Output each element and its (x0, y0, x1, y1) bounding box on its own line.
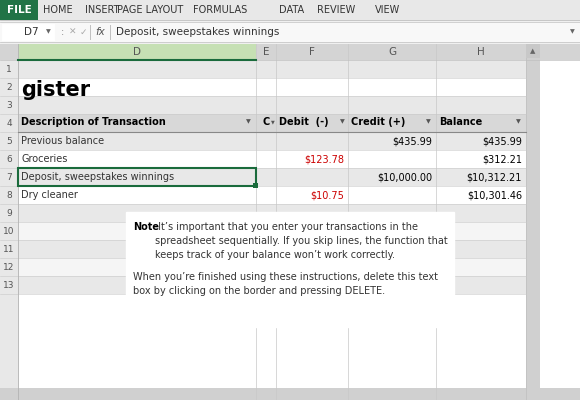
Text: ▼: ▼ (340, 120, 345, 124)
Bar (18, 114, 526, 132)
Text: Previous balance: Previous balance (21, 136, 104, 146)
Bar (18, 276, 526, 294)
Text: PAGE LAYOUT: PAGE LAYOUT (117, 5, 183, 15)
Text: $10,312.21: $10,312.21 (467, 172, 522, 182)
Text: 3: 3 (6, 100, 12, 110)
Text: HOME: HOME (43, 5, 73, 15)
Text: $10,301.46: $10,301.46 (467, 190, 522, 200)
Text: ▼: ▼ (46, 30, 50, 34)
Text: 5: 5 (6, 136, 12, 146)
Text: 8: 8 (6, 190, 12, 200)
Bar (18, 44, 256, 60)
Bar (18, 168, 256, 186)
Text: Groceries: Groceries (21, 154, 67, 164)
Text: 7: 7 (6, 172, 12, 182)
Text: Deposit, sweepstakes winnings: Deposit, sweepstakes winnings (116, 27, 280, 37)
Bar (18, 204, 526, 222)
Bar (18, 96, 526, 114)
Bar (0, 44, 18, 60)
Bar (18, 60, 526, 78)
Text: ▼: ▼ (245, 120, 251, 124)
Text: G: G (388, 47, 396, 57)
Bar (18, 258, 526, 276)
Text: 1: 1 (6, 64, 12, 74)
Bar (18, 186, 526, 204)
Bar (0, 60, 18, 400)
Text: $10,000.00: $10,000.00 (377, 172, 432, 182)
Text: $435.99: $435.99 (482, 136, 522, 146)
Text: H: H (477, 47, 485, 57)
Bar (0, 44, 580, 60)
Bar (0, 388, 580, 400)
Text: INSERT: INSERT (85, 5, 119, 15)
Bar (18, 222, 526, 240)
Text: C: C (262, 117, 270, 127)
Text: Credit (+): Credit (+) (351, 117, 405, 127)
Text: ▲: ▲ (530, 48, 536, 54)
Bar (253, 183, 258, 188)
Bar (0, 44, 580, 400)
Text: 12: 12 (3, 262, 15, 272)
Text: 4: 4 (6, 118, 12, 128)
Text: Note: Note (133, 222, 159, 232)
Text: 11: 11 (3, 244, 15, 254)
Text: Debit  (-): Debit (-) (279, 117, 329, 127)
Bar (18, 150, 526, 168)
Text: D: D (133, 47, 141, 57)
Text: ✕: ✕ (69, 28, 77, 36)
Bar (18, 78, 526, 96)
Text: $10.75: $10.75 (310, 190, 344, 200)
Text: ▼: ▼ (426, 120, 430, 124)
Text: When you’re finished using these instructions, delete this text
box by clicking : When you’re finished using these instruc… (133, 272, 438, 296)
Bar (18, 132, 526, 150)
Text: gister: gister (21, 80, 90, 100)
Text: $312.21: $312.21 (482, 154, 522, 164)
Text: DATA: DATA (280, 5, 304, 15)
Text: 6: 6 (6, 154, 12, 164)
Text: FILE: FILE (6, 5, 31, 15)
Text: Dry cleaner: Dry cleaner (21, 190, 78, 200)
Text: 13: 13 (3, 280, 15, 290)
Text: ✓: ✓ (79, 28, 87, 36)
Text: 2: 2 (6, 82, 12, 92)
Text: F: F (309, 47, 315, 57)
Text: ▼: ▼ (271, 120, 275, 124)
Text: 9: 9 (6, 208, 12, 218)
Text: $435.99: $435.99 (392, 136, 432, 146)
Text: D7: D7 (24, 27, 39, 37)
Text: Description of Transaction: Description of Transaction (21, 117, 166, 127)
Text: E: E (263, 47, 269, 57)
Text: :: : (60, 27, 64, 37)
Text: ▼: ▼ (516, 120, 520, 124)
Bar (18, 168, 526, 186)
Bar (2, 24, 54, 40)
Bar (526, 44, 540, 58)
Text: It’s important that you enter your transactions in the
spreadsheet sequentially.: It’s important that you enter your trans… (155, 222, 448, 260)
Text: Deposit, sweepstakes winnings: Deposit, sweepstakes winnings (21, 172, 174, 182)
Text: ▼: ▼ (570, 30, 574, 34)
Bar (18, 240, 526, 258)
Bar (526, 44, 540, 400)
Text: VIEW: VIEW (375, 5, 401, 15)
Bar (0, 0, 38, 20)
Text: $123.78: $123.78 (304, 154, 344, 164)
Bar (0, 22, 580, 42)
Text: 10: 10 (3, 226, 15, 236)
Text: Balance: Balance (439, 117, 482, 127)
Text: REVIEW: REVIEW (317, 5, 355, 15)
Bar (0, 0, 580, 20)
Text: FORMULAS: FORMULAS (193, 5, 247, 15)
Bar (126, 212, 454, 327)
Text: fx: fx (95, 27, 105, 37)
